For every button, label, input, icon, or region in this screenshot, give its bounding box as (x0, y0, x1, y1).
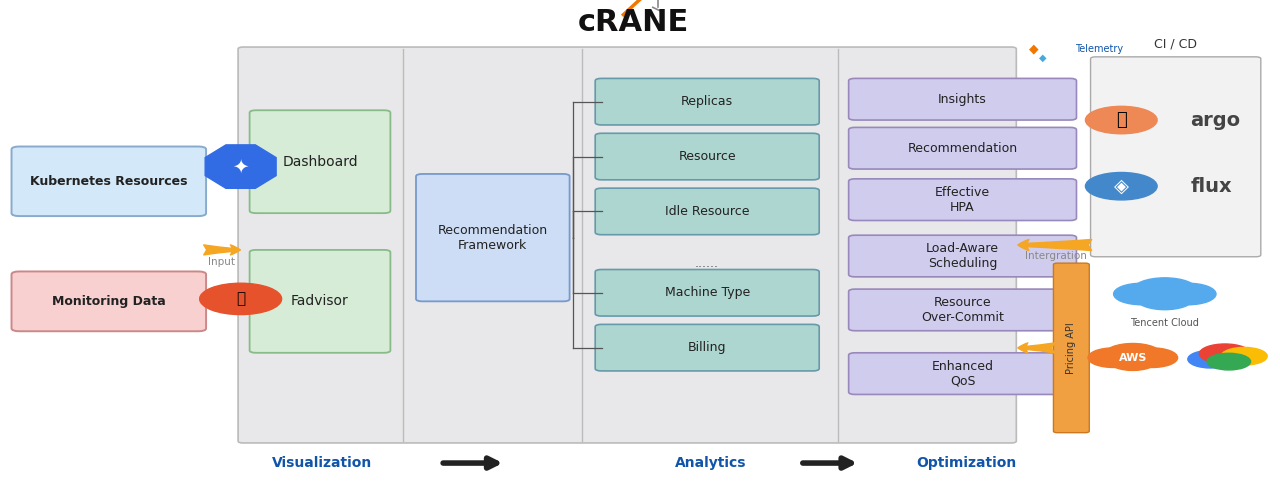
Text: Fadvisor: Fadvisor (291, 294, 349, 308)
Circle shape (1085, 172, 1157, 200)
Text: cRANE: cRANE (579, 7, 689, 37)
Text: Visualization: Visualization (273, 456, 372, 470)
FancyBboxPatch shape (1053, 263, 1089, 433)
Circle shape (1088, 348, 1139, 368)
Text: CI / CD: CI / CD (1153, 38, 1197, 50)
Text: 🔥: 🔥 (236, 292, 246, 306)
FancyBboxPatch shape (595, 133, 819, 180)
Circle shape (1085, 106, 1157, 134)
FancyBboxPatch shape (595, 78, 819, 125)
FancyBboxPatch shape (595, 324, 819, 371)
FancyBboxPatch shape (1091, 57, 1261, 257)
Text: Insights: Insights (938, 93, 987, 106)
Circle shape (200, 283, 282, 315)
Text: Optimization: Optimization (916, 456, 1016, 470)
FancyBboxPatch shape (238, 47, 1016, 443)
Text: Recommendation: Recommendation (908, 142, 1018, 155)
Circle shape (1126, 348, 1178, 368)
FancyBboxPatch shape (250, 110, 390, 213)
Text: Kubernetes Resources: Kubernetes Resources (29, 175, 188, 188)
Text: Dashboard: Dashboard (282, 155, 358, 169)
Text: Input: Input (207, 257, 236, 267)
Text: ◆: ◆ (1029, 43, 1039, 55)
Circle shape (1160, 283, 1216, 305)
Circle shape (1207, 353, 1251, 370)
FancyBboxPatch shape (250, 250, 390, 353)
Text: Enhanced
QoS: Enhanced QoS (932, 360, 993, 388)
FancyBboxPatch shape (849, 353, 1076, 394)
Circle shape (1188, 350, 1234, 368)
Circle shape (1199, 344, 1251, 364)
Text: Analytics: Analytics (675, 456, 746, 470)
Text: ◈: ◈ (1114, 177, 1129, 196)
Polygon shape (205, 145, 276, 188)
Text: Billing: Billing (687, 341, 727, 354)
Circle shape (1105, 343, 1161, 365)
FancyBboxPatch shape (595, 188, 819, 235)
FancyBboxPatch shape (12, 147, 206, 216)
Circle shape (1114, 283, 1170, 305)
FancyBboxPatch shape (849, 78, 1076, 120)
FancyBboxPatch shape (849, 127, 1076, 169)
Text: Effective
HPA: Effective HPA (934, 186, 991, 214)
Circle shape (1137, 288, 1193, 310)
FancyBboxPatch shape (12, 271, 206, 331)
FancyBboxPatch shape (416, 174, 570, 301)
Text: Resource: Resource (678, 150, 736, 163)
Text: ✦: ✦ (233, 157, 248, 176)
Text: Resource
Over-Commit: Resource Over-Commit (922, 296, 1004, 324)
Text: ......: ...... (695, 257, 718, 270)
Text: flux: flux (1190, 177, 1233, 196)
FancyBboxPatch shape (849, 179, 1076, 220)
Circle shape (1110, 353, 1156, 370)
Text: Replicas: Replicas (681, 95, 733, 108)
Text: Recommendation
Framework: Recommendation Framework (438, 223, 548, 252)
Text: Tencent Cloud: Tencent Cloud (1130, 318, 1199, 328)
Text: ◆: ◆ (1039, 53, 1047, 63)
Text: AWS: AWS (1119, 353, 1147, 363)
Text: Monitoring Data: Monitoring Data (52, 295, 165, 308)
Text: Idle Resource: Idle Resource (664, 205, 750, 218)
Text: 👾: 👾 (1116, 111, 1126, 129)
Text: Load-Aware
Scheduling: Load-Aware Scheduling (925, 242, 1000, 270)
FancyBboxPatch shape (849, 289, 1076, 331)
Text: Machine Type: Machine Type (664, 286, 750, 299)
Text: Pricing API: Pricing API (1066, 322, 1076, 374)
Circle shape (1133, 278, 1197, 302)
Text: Intergration: Intergration (1025, 251, 1087, 261)
Text: Telemetry: Telemetry (1075, 44, 1124, 54)
Text: argo: argo (1190, 111, 1240, 129)
FancyBboxPatch shape (849, 235, 1076, 277)
FancyBboxPatch shape (595, 270, 819, 316)
Circle shape (1221, 347, 1267, 365)
